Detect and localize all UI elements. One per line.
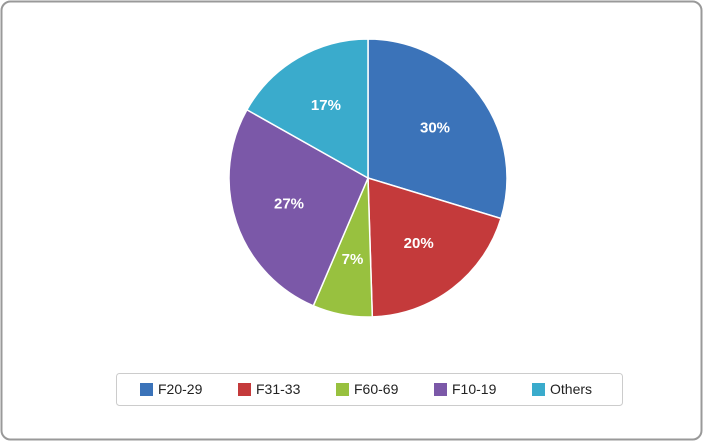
legend-label: F20-29: [158, 381, 203, 397]
legend-swatch: [238, 383, 251, 396]
data-label: 30%: [420, 119, 450, 136]
data-label: 20%: [404, 235, 434, 252]
legend-swatch: [140, 383, 153, 396]
legend-box: [116, 373, 623, 406]
legend-label: F31-33: [256, 381, 301, 397]
legend-label: F10-19: [452, 381, 497, 397]
data-label: 27%: [274, 196, 304, 213]
pie-slice: [245, 38, 369, 180]
legend-label: F60-69: [354, 381, 399, 397]
legend-swatch: [434, 383, 447, 396]
legend-swatch: [336, 383, 349, 396]
data-label: 17%: [311, 97, 341, 114]
data-label: 7%: [342, 251, 364, 268]
pie-slice: [367, 176, 502, 318]
pie-slice: [367, 38, 508, 220]
legend-label: Others: [550, 381, 592, 397]
legend-swatch: [532, 383, 545, 396]
